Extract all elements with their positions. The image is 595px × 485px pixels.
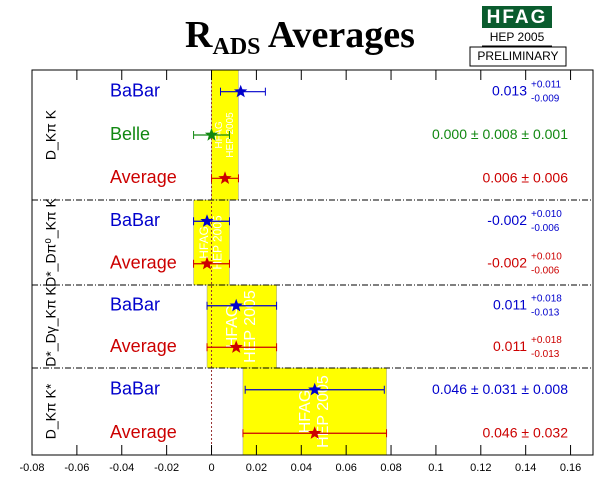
error-minus-label: -0.013 — [531, 349, 560, 360]
band-label: HEP 2005 — [242, 290, 259, 363]
chart-title: RADS Averages — [185, 14, 415, 60]
data-point — [200, 214, 214, 227]
x-tick-label: -0.08 — [19, 462, 44, 474]
error-plus-label: +0.018 — [531, 293, 562, 304]
plot-frame — [31, 69, 594, 456]
error-minus-label: -0.009 — [531, 93, 560, 104]
data-point — [218, 171, 232, 184]
title-main: R — [185, 14, 213, 56]
row-name: BaBar — [110, 80, 160, 100]
value-part: 0.000 — [432, 126, 467, 142]
row-name: Average — [110, 422, 177, 442]
x-tick-label: 0.16 — [560, 462, 581, 474]
value-part: 0.046 — [432, 380, 467, 396]
x-tick-label: 0 — [208, 462, 214, 474]
error-minus-label: -0.006 — [531, 265, 560, 276]
data-point — [200, 256, 214, 270]
value-part: ± 0.006 — [521, 169, 568, 185]
data-point — [308, 382, 322, 396]
value-part: ± 0.008 — [471, 126, 518, 142]
x-tick-label: 0.14 — [515, 462, 536, 474]
value-part: 0.006 — [482, 169, 517, 185]
value-label: 0.013 — [492, 82, 527, 98]
data-point — [204, 128, 219, 141]
row-name: Average — [110, 336, 177, 356]
data-point — [308, 426, 322, 439]
band-label: HEP 2005 — [210, 215, 224, 270]
logo-frame — [469, 46, 567, 67]
logo-top: HFAG — [487, 7, 548, 28]
value-label: -0.002 — [487, 212, 527, 228]
x-tick-label: 0.02 — [246, 462, 267, 474]
error-minus-label: -0.006 — [531, 223, 560, 234]
value-label: 0.006 ± 0.006 — [482, 169, 568, 185]
x-tick-label: 0.08 — [380, 462, 401, 474]
value-part: ± 0.001 — [521, 126, 568, 142]
band-label: HEP 2005 — [225, 112, 236, 158]
title-sub: ADS — [213, 34, 261, 60]
x-tick-label: 0.06 — [335, 462, 356, 474]
data-point — [229, 340, 243, 353]
logo-bottom: PRELIMINARY — [477, 49, 558, 63]
value-part: ± 0.031 — [471, 380, 518, 396]
row-name: Belle — [110, 124, 150, 144]
group-label: D*_Dγ_Kπ K — [43, 286, 59, 367]
x-tick-label: -0.04 — [109, 462, 134, 474]
x-tick-label: 0.1 — [428, 462, 443, 474]
logo-box — [482, 6, 552, 28]
value-label: 0.000 ± 0.008 ± 0.001 — [432, 126, 568, 142]
band-label: HEP 2005 — [315, 375, 332, 448]
row-name: BaBar — [110, 210, 160, 230]
error-minus-label: -0.013 — [531, 307, 560, 318]
value-label: 0.046 ± 0.032 — [482, 424, 568, 440]
row-name: Average — [110, 167, 177, 187]
row-name: BaBar — [110, 295, 160, 315]
group-label: D*_Dπ⁰_Kπ K — [43, 197, 59, 286]
band-label: HFAG — [297, 390, 314, 434]
band-label: HFAG — [224, 305, 241, 349]
value-part: ± 0.032 — [521, 424, 568, 440]
x-tick-label: -0.06 — [64, 462, 89, 474]
value-label: -0.002 — [487, 254, 527, 270]
value-label: 0.011 — [493, 338, 527, 354]
row-name: BaBar — [110, 379, 160, 399]
band-label: HFAG — [197, 226, 211, 259]
logo-middle: HEP 2005 — [490, 30, 545, 44]
x-tick-label: 0.04 — [291, 462, 312, 474]
value-label: 0.046 ± 0.031 ± 0.008 — [432, 380, 568, 396]
value-label: 0.011 — [493, 296, 527, 312]
logo: HFAG HEP 2005 PRELIMINARY — [469, 6, 567, 67]
x-tick-label: 0.12 — [470, 462, 491, 474]
value-part: ± 0.008 — [521, 380, 568, 396]
row-name: Average — [110, 253, 177, 273]
x-tick-label: -0.02 — [154, 462, 179, 474]
group-label: D_Kπ K* — [43, 383, 59, 439]
error-plus-label: +0.010 — [531, 209, 562, 220]
data-point — [229, 298, 243, 312]
title-rest: Averages — [261, 14, 415, 56]
error-plus-label: +0.011 — [531, 79, 562, 90]
data-point — [234, 84, 248, 98]
value-part: 0.046 — [482, 424, 517, 440]
group-label: D_Kπ K — [43, 109, 59, 160]
error-plus-label: +0.010 — [531, 251, 562, 262]
error-plus-label: +0.018 — [531, 335, 562, 346]
